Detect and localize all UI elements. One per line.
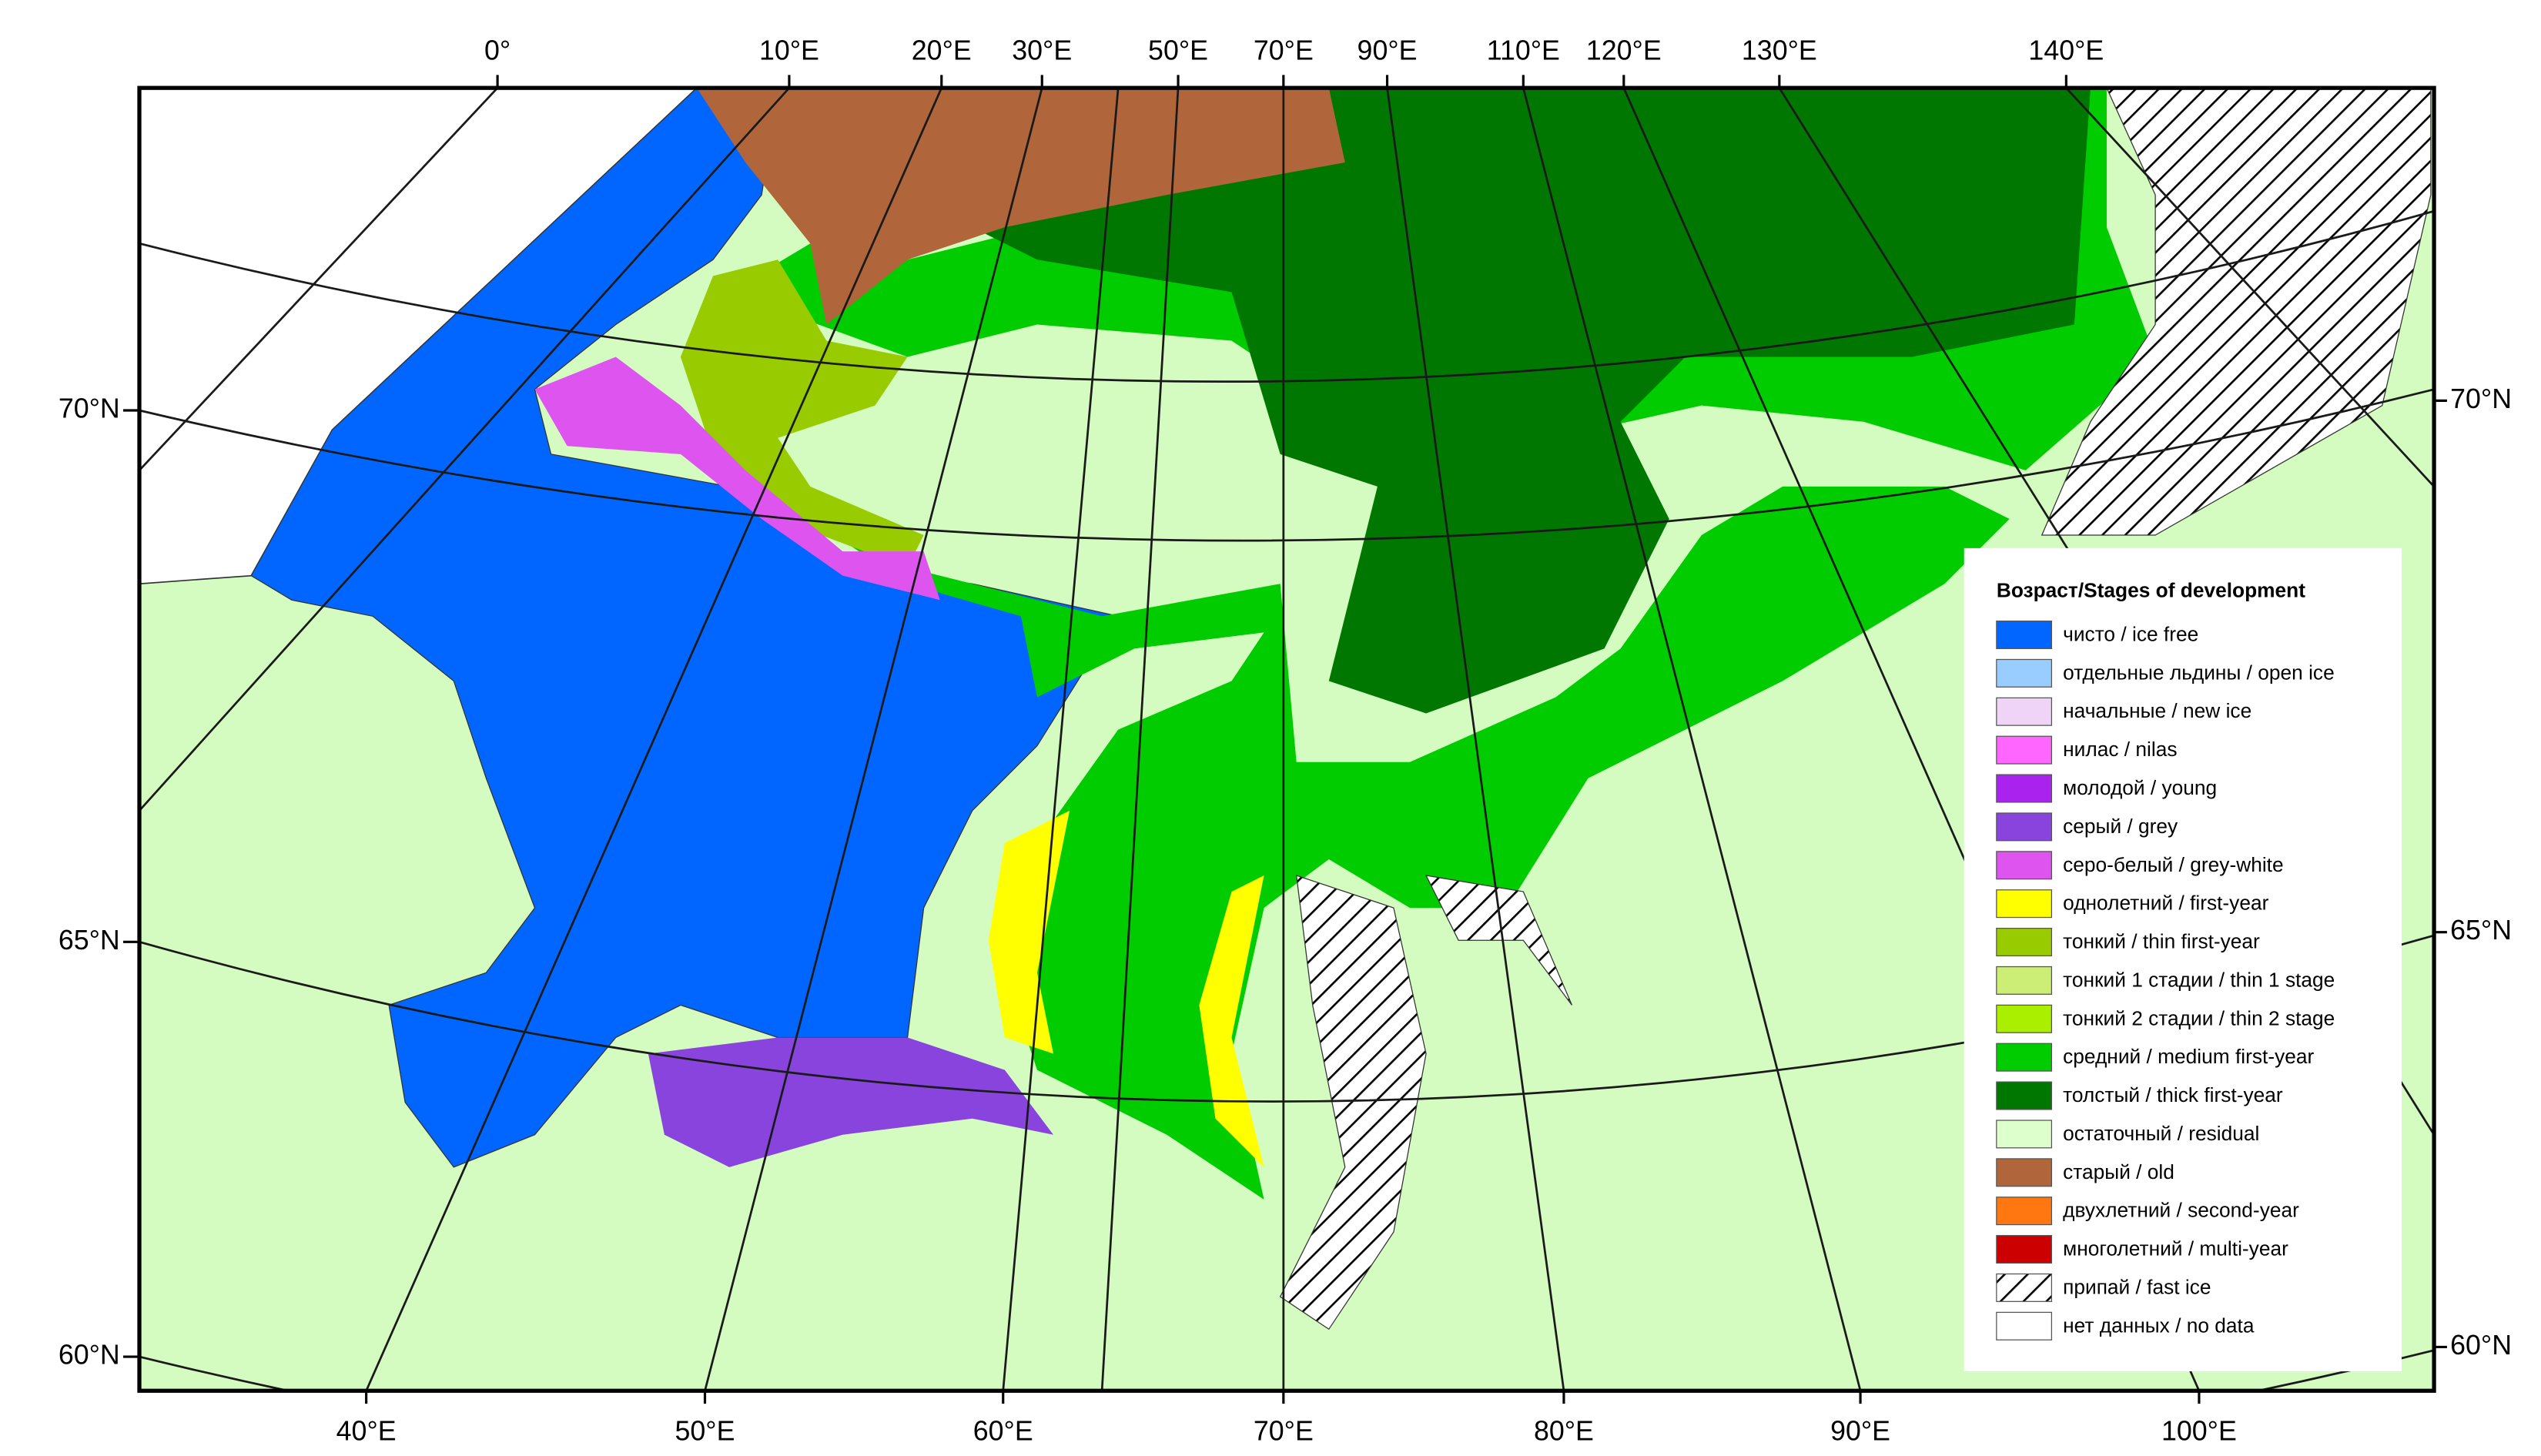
legend-swatch — [1996, 812, 2053, 842]
longitude-label: 70°E — [1254, 1415, 1314, 1446]
legend-label: старый / old — [2063, 1160, 2174, 1183]
longitude-label: 130°E — [1742, 35, 1817, 65]
longitude-label: 60°E — [973, 1415, 1033, 1446]
legend-label: многолетний / multi-year — [2063, 1237, 2288, 1260]
longitude-label: 20°E — [912, 35, 972, 65]
legend-title: Возраст/Stages of development — [1997, 579, 2305, 602]
legend-label: толстый / thick first-year — [2063, 1083, 2283, 1106]
legend-swatch — [1996, 889, 2053, 919]
legend-swatch — [1996, 1197, 2053, 1226]
latitude-label: 70°N — [2450, 383, 2512, 414]
legend-label: отдельные льдины / open ice — [2063, 661, 2335, 684]
latitude-label: 60°N — [2450, 1330, 2512, 1361]
legend-label: чисто / ice free — [2063, 622, 2198, 645]
longitude-label: 50°E — [1148, 35, 1208, 65]
legend-label: тонкий 1 стадии / thin 1 stage — [2063, 968, 2335, 991]
longitude-label: 50°E — [675, 1415, 735, 1446]
latitude-label: 60°N — [59, 1340, 120, 1371]
map-frame — [137, 85, 2436, 1393]
latitude-label: 65°N — [59, 925, 120, 956]
legend-label: остаточный / residual — [2063, 1122, 2259, 1145]
grey-white-ice — [534, 356, 940, 601]
legend-label: серый / grey — [2063, 815, 2178, 838]
medium-first-year-ice — [762, 486, 2010, 1200]
longitude-label: 80°E — [1534, 1415, 1594, 1446]
legend-swatch — [1996, 658, 2053, 688]
legend-label: средний / medium first-year — [2063, 1045, 2314, 1068]
legend-swatch — [1996, 697, 2053, 726]
legend-label: молодой / young — [2063, 776, 2217, 799]
fast-ice — [2040, 88, 2432, 536]
legend-label: однолетний / first-year — [2063, 892, 2268, 915]
legend-swatch — [1996, 1004, 2053, 1033]
longitude-label: 10°E — [759, 35, 819, 65]
legend-swatch — [1996, 1043, 2053, 1072]
legend-label: двухлетний / second-year — [2063, 1199, 2299, 1222]
legend-swatch — [1996, 851, 2053, 880]
legend-swatch — [1996, 774, 2053, 803]
thick-first-year-ice — [972, 88, 2091, 714]
legend-swatch — [1996, 1235, 2053, 1264]
legend-swatch — [1996, 927, 2053, 957]
legend-swatch — [1996, 1311, 2053, 1341]
latitude-label: 65°N — [2450, 915, 2512, 946]
legend-label: припай / fast ice — [2063, 1275, 2211, 1298]
longitude-label: 0° — [484, 35, 511, 65]
longitude-label: 90°E — [1358, 35, 1418, 65]
legend-label: начальные / new ice — [2063, 699, 2251, 722]
legend-label: тонкий 2 стадии / thin 2 stage — [2063, 1006, 2335, 1029]
latitude-label: 70°N — [59, 393, 120, 423]
longitude-label: 40°E — [336, 1415, 397, 1446]
legend-label: тонкий / thin first-year — [2063, 930, 2260, 953]
thin-first-year-ice — [680, 259, 924, 568]
legend-label: нет данных / no data — [2063, 1314, 2255, 1337]
legend-swatch — [1996, 1120, 2053, 1149]
fast-ice — [1424, 875, 1573, 1006]
longitude-label: 100°E — [2161, 1415, 2237, 1446]
legend-swatch — [1996, 1273, 2053, 1302]
legend-label: нилас / nilas — [2063, 738, 2177, 761]
longitude-label: 70°E — [1254, 35, 1314, 65]
legend-swatch — [1996, 735, 2053, 765]
longitude-label: 30°E — [1012, 35, 1072, 65]
legend-swatch — [1996, 966, 2053, 995]
grey-ice — [648, 1037, 1053, 1167]
legend-swatch — [1996, 1081, 2053, 1110]
legend-label: серо-белый / grey-white — [2063, 853, 2283, 876]
longitude-label: 110°E — [1487, 35, 1560, 65]
fast-ice — [1279, 875, 1427, 1330]
old-ice — [696, 88, 1345, 325]
longitude-label: 120°E — [1586, 35, 1662, 65]
legend-swatch — [1996, 620, 2053, 650]
longitude-label: 90°E — [1830, 1415, 1890, 1446]
first-year-ice — [1199, 875, 1264, 1167]
legend-swatch — [1996, 1158, 2053, 1187]
longitude-label: 140°E — [2028, 35, 2104, 65]
